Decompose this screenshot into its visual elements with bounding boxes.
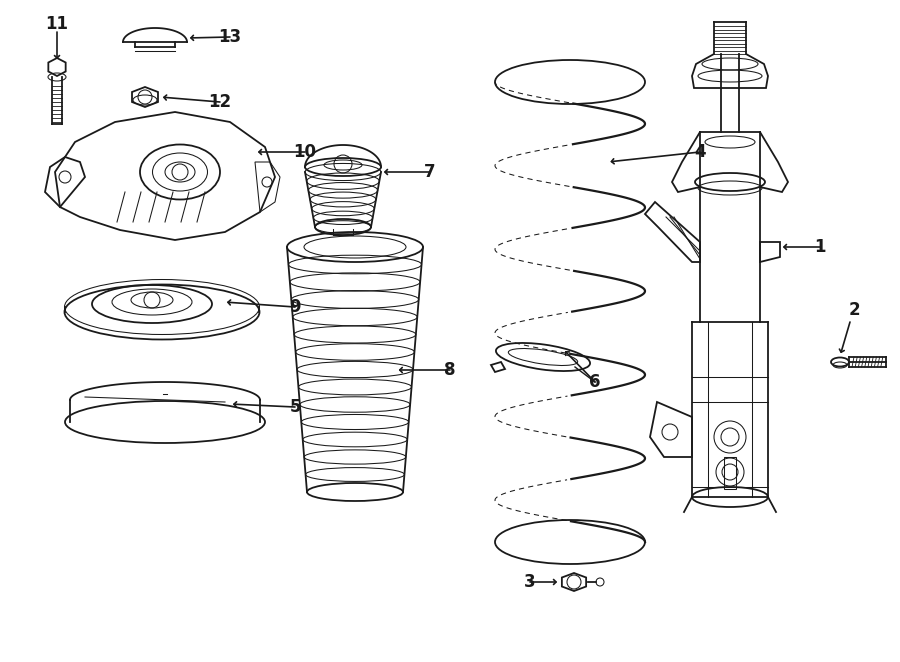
Text: 5: 5 [289, 398, 301, 416]
Text: 7: 7 [424, 163, 436, 181]
Text: 1: 1 [814, 238, 826, 256]
Text: 3: 3 [524, 573, 536, 591]
Text: 9: 9 [289, 298, 301, 316]
Text: 12: 12 [209, 93, 231, 111]
Text: 11: 11 [46, 15, 68, 33]
Text: 6: 6 [590, 373, 601, 391]
Text: 2: 2 [848, 301, 860, 319]
Text: 8: 8 [445, 361, 455, 379]
Text: 4: 4 [694, 143, 706, 161]
Text: 13: 13 [219, 28, 241, 46]
Text: 10: 10 [293, 143, 317, 161]
